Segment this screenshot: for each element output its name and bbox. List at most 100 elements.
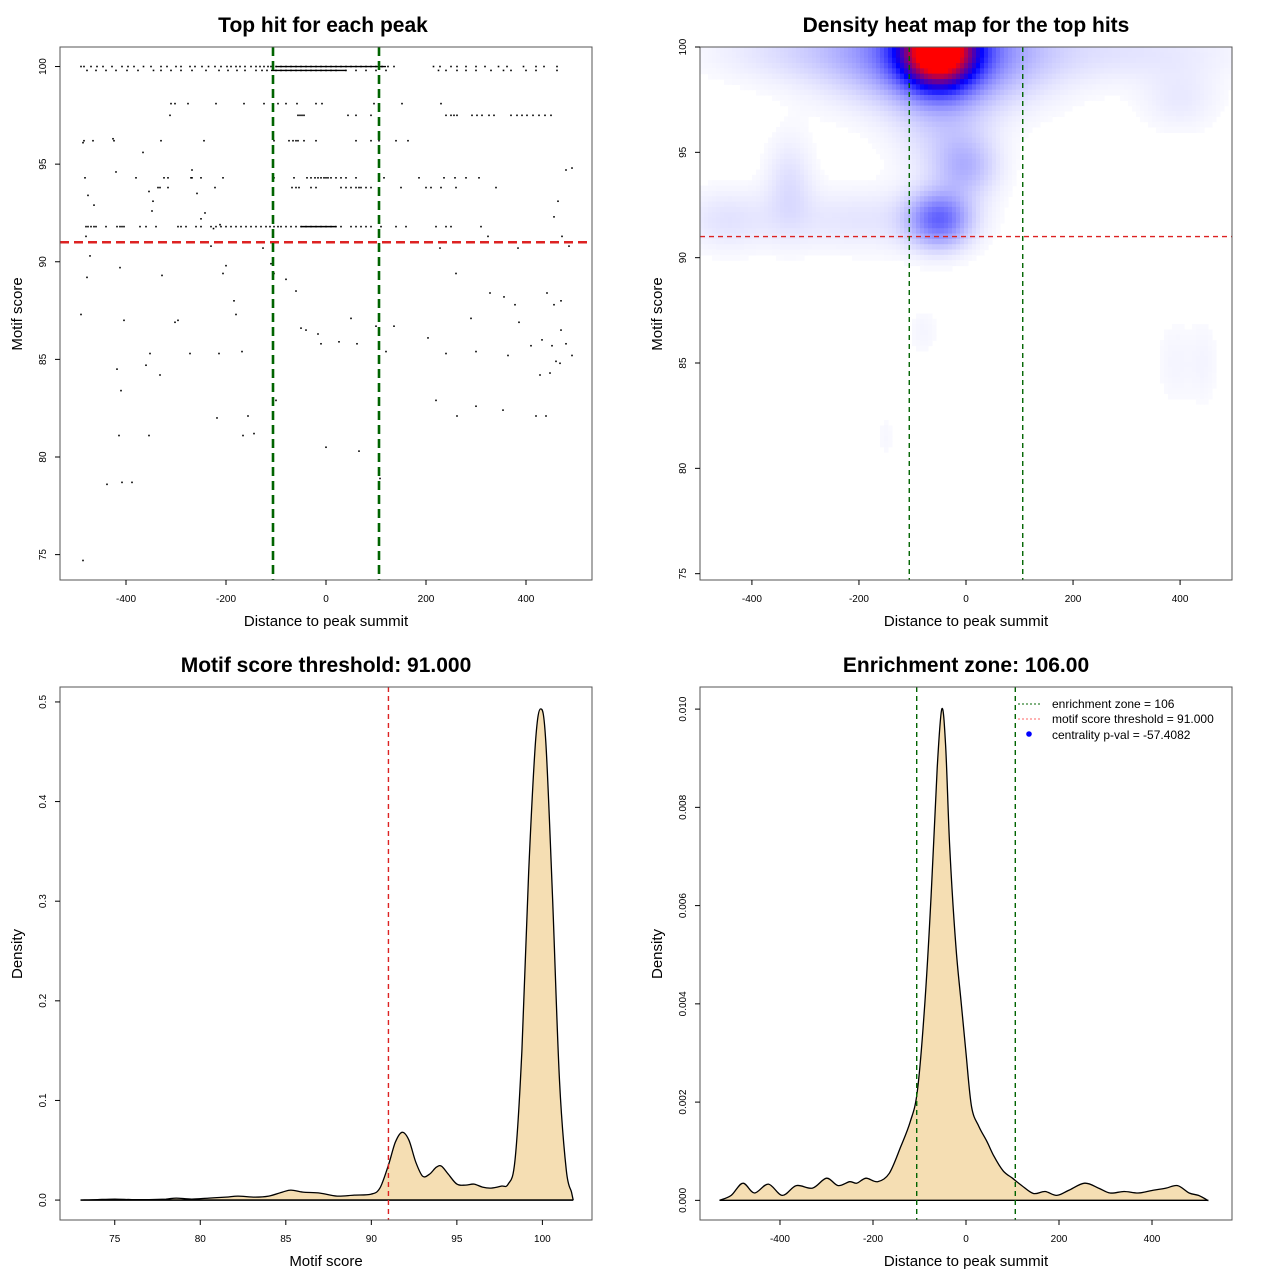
scatter-point [565, 169, 567, 171]
heatmap-cell [840, 201, 845, 208]
heatmap-cell [1172, 52, 1177, 59]
heatmap-cell [980, 68, 985, 75]
heatmap-cell [984, 228, 989, 235]
heatmap-cell [1176, 372, 1181, 379]
heatmap-cell [924, 222, 929, 229]
heatmap-cell [1004, 105, 1009, 112]
heatmap-cell [892, 121, 897, 128]
heatmap-cell [820, 206, 825, 213]
heatmap-cell [880, 110, 885, 117]
heatmap-cell [1004, 100, 1009, 107]
heatmap-cell [872, 47, 877, 53]
heatmap-cell [1016, 153, 1021, 160]
heatmap-cell [976, 126, 981, 133]
heatmap-cell [956, 116, 961, 123]
heatmap-cell [784, 47, 789, 53]
scatter-point [145, 225, 147, 228]
heatmap-cell [1168, 366, 1173, 373]
heatmap-cell [1212, 361, 1217, 368]
heatmap-cell [1184, 388, 1189, 395]
heatmap-cell [976, 228, 981, 235]
heatmap-cell [768, 238, 773, 245]
heatmap-cell [928, 254, 933, 261]
scatter-point [159, 186, 161, 189]
heatmap-cell [708, 73, 713, 80]
heatmap-cell [916, 201, 921, 208]
heatmap-cell [736, 73, 741, 80]
heatmap-cell [936, 196, 941, 203]
heatmap-cell [920, 260, 925, 267]
heatmap-cell [1168, 388, 1173, 395]
heatmap-cell [868, 254, 873, 261]
heatmap-cell [968, 78, 973, 85]
heatmap-cell [1116, 78, 1121, 85]
heatmap-cell [844, 228, 849, 235]
heatmap-cell [1072, 89, 1077, 96]
heatmap-cell [892, 137, 897, 144]
heatmap-cell [952, 78, 957, 85]
heatmap-cell [1008, 89, 1013, 96]
heatmap-cell [864, 222, 869, 229]
scatter-point [553, 303, 555, 306]
heatmap-cell [992, 212, 997, 219]
heatmap-cell [928, 334, 933, 341]
heatmap-cell [1208, 382, 1213, 389]
heatmap-cell [996, 116, 1001, 123]
heatmap-cell [948, 217, 953, 224]
heatmap-cell [744, 62, 749, 69]
heatmap-cell [1208, 105, 1213, 112]
heatmap-cell [1060, 47, 1065, 53]
heatmap-cell [1000, 89, 1005, 96]
heatmap-cell [1168, 57, 1173, 64]
scatter-point [549, 372, 551, 374]
scatter-point [450, 65, 452, 68]
heatmap-cell [1032, 62, 1037, 69]
heatmap-cell [1156, 52, 1161, 59]
heatmap-cell [780, 57, 785, 64]
heatmap-cell [1148, 68, 1153, 75]
heatmap-cell [1196, 105, 1201, 112]
heatmap-cell [1228, 47, 1232, 53]
heatmap-cell [912, 324, 917, 331]
heatmap-cell [1072, 52, 1077, 59]
heatmap-cell [916, 249, 921, 256]
heatmap-cell [760, 73, 765, 80]
heatmap-cell [1220, 84, 1225, 91]
heatmap-cell [952, 217, 957, 224]
heatmap-cell [980, 73, 985, 80]
heatmap-cell [728, 47, 733, 53]
x-tick-label: 0 [323, 594, 329, 605]
heatmap-cell [1044, 73, 1049, 80]
heatmap-cell [732, 201, 737, 208]
heatmap-cell [1016, 47, 1021, 53]
heatmap-cell [708, 249, 713, 256]
heatmap-cell [920, 84, 925, 91]
heatmap-cell [896, 201, 901, 208]
scatter-point [241, 350, 243, 353]
heatmap-cell [948, 121, 953, 128]
scatter-point [82, 559, 84, 562]
heatmap-cell [1080, 52, 1085, 59]
heatmap-cell [1164, 361, 1169, 368]
heatmap-cell [960, 132, 965, 139]
heatmap-cell [812, 217, 817, 224]
heatmap-cell [1016, 158, 1021, 165]
heatmap-cell [996, 110, 1001, 117]
heatmap-cell [1208, 334, 1213, 341]
heatmap-cell [996, 158, 1001, 165]
heatmap-cell [1044, 47, 1049, 53]
heatmap-cell [964, 260, 969, 267]
heatmap-cell [860, 94, 865, 101]
heatmap-cell [860, 105, 865, 112]
heatmap-cell [880, 47, 885, 53]
heatmap-cell [788, 78, 793, 85]
heatmap-cell [1168, 47, 1173, 53]
heatmap-cell [1188, 126, 1193, 133]
heatmap-cell [1228, 73, 1232, 80]
heatmap-cell [988, 47, 993, 53]
heatmap-cell [1164, 84, 1169, 91]
heatmap-cell [1152, 89, 1157, 96]
heatmap-cell [800, 174, 805, 181]
heatmap-cell [816, 62, 821, 69]
heatmap-cell [872, 110, 877, 117]
